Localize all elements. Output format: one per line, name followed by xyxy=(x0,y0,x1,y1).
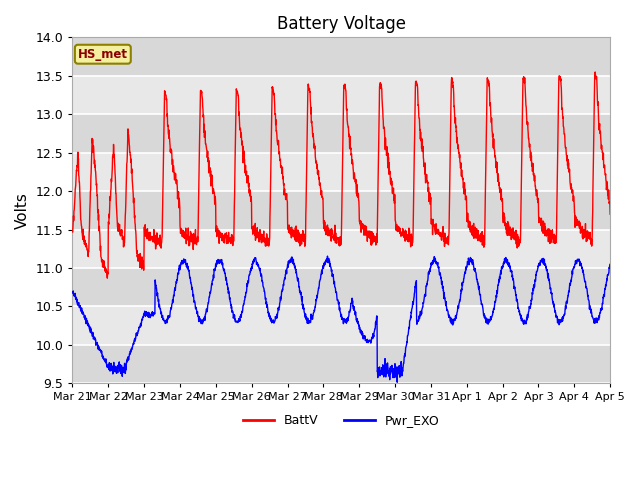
Line: BattV: BattV xyxy=(72,72,610,278)
Pwr_EXO xyxy=(357,327,365,333)
Pwr_EXO xyxy=(324,253,332,259)
Bar xyxy=(72,114,610,153)
BattV xyxy=(498,198,506,204)
Pwr_EXO xyxy=(394,379,401,385)
Pwr_EXO xyxy=(498,264,506,270)
Pwr_EXO xyxy=(218,262,226,268)
Pwr_EXO xyxy=(68,289,76,295)
Text: HS_met: HS_met xyxy=(78,48,128,60)
BattV xyxy=(559,116,566,121)
Bar xyxy=(72,268,610,306)
BattV xyxy=(104,276,111,281)
Y-axis label: Volts: Volts xyxy=(15,192,30,229)
Pwr_EXO xyxy=(574,256,582,262)
Bar xyxy=(72,306,610,345)
Bar xyxy=(72,229,610,268)
Bar xyxy=(72,345,610,384)
BattV xyxy=(357,218,365,224)
Bar xyxy=(72,37,610,76)
Pwr_EXO xyxy=(369,336,376,341)
BattV xyxy=(591,69,599,75)
Line: Pwr_EXO: Pwr_EXO xyxy=(72,256,610,382)
Bar xyxy=(72,191,610,229)
Pwr_EXO xyxy=(559,314,567,320)
Pwr_EXO xyxy=(606,261,614,267)
Bar xyxy=(72,153,610,191)
BattV xyxy=(68,229,76,235)
Bar xyxy=(72,76,610,114)
BattV xyxy=(574,222,582,228)
BattV xyxy=(606,211,614,217)
Title: Battery Voltage: Battery Voltage xyxy=(276,15,406,33)
BattV xyxy=(219,232,227,238)
Legend: BattV, Pwr_EXO: BattV, Pwr_EXO xyxy=(238,409,445,432)
BattV xyxy=(369,240,376,246)
